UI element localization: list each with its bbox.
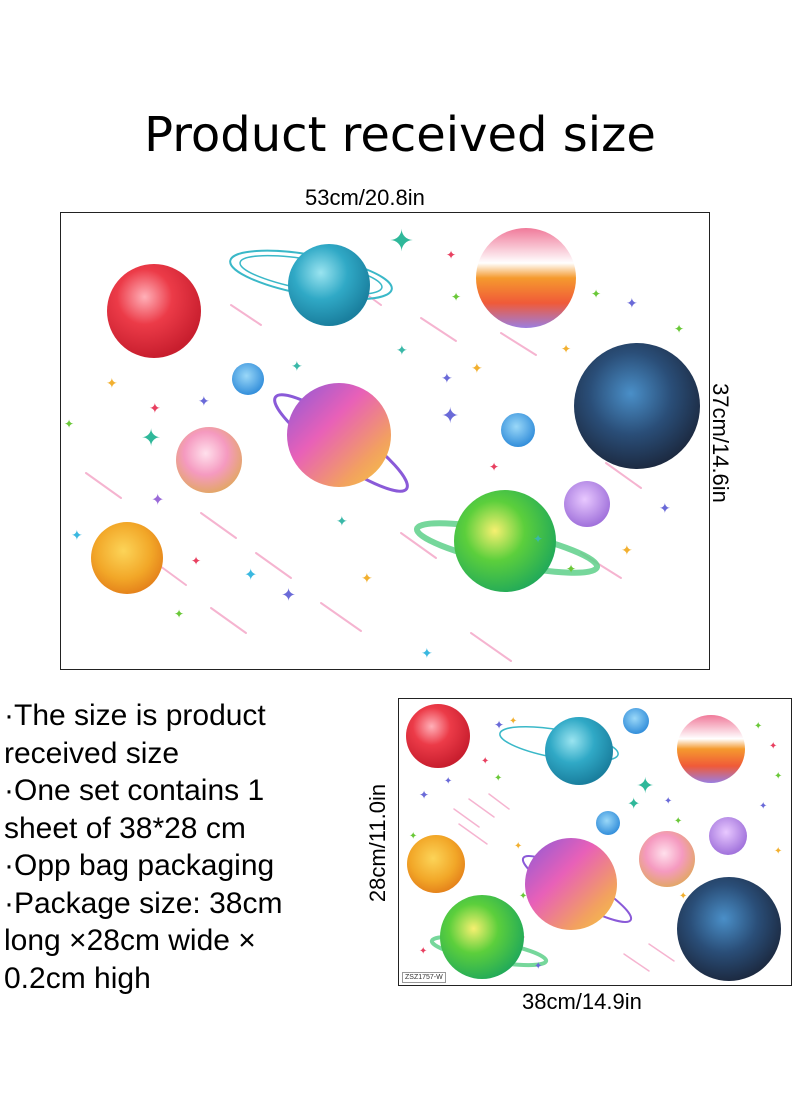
svg-text:✦: ✦ — [149, 401, 161, 417]
description-line: ·One set contains 1 — [4, 774, 265, 807]
svg-text:✦: ✦ — [591, 287, 601, 301]
yellow-planet — [91, 522, 163, 594]
page-title: Product received size — [144, 107, 656, 163]
svg-text:✦: ✦ — [441, 371, 453, 387]
svg-text:✦: ✦ — [514, 841, 522, 852]
svg-text:✦: ✦ — [636, 774, 654, 799]
cyan-ringed-planet — [288, 244, 370, 326]
small-planets-illustration: ✦ ✦ ✦ ✦ ✦ ✦ ✦ ✦ ✦ ✦ ✦ ✦ ✦ ✦ ✦ ✦ ✦ ✦ ✦ ✦ … — [406, 704, 782, 981]
svg-text:✦: ✦ — [106, 376, 118, 392]
svg-text:✦: ✦ — [291, 359, 303, 375]
small-blue-planet — [232, 363, 264, 395]
stars: ✦ ✦ ✦ ✦ ✦ ✦ ✦ ✦ ✦ ✦ ✦ ✦ ✦ ✦ ✦ ✦ ✦ ✦ ✦ ✦ … — [64, 224, 684, 662]
small-height-label: 28cm/11.0in — [365, 783, 390, 903]
lavender-planet — [564, 481, 610, 527]
description-line: ·The size is product — [4, 699, 266, 732]
svg-text:✦: ✦ — [244, 565, 257, 584]
svg-text:✦: ✦ — [446, 248, 456, 262]
description-line: received size — [4, 736, 180, 770]
small-blue-planet-2 — [501, 413, 535, 447]
svg-text:✦: ✦ — [471, 361, 483, 377]
svg-text:✦: ✦ — [674, 322, 684, 336]
svg-text:✦: ✦ — [659, 501, 671, 517]
description-line: ·Opp bag packaging — [4, 849, 275, 882]
svg-text:✦: ✦ — [533, 532, 543, 546]
svg-text:✦: ✦ — [566, 562, 576, 576]
description-line: 0.2cm high — [4, 961, 151, 995]
svg-text:✦: ✦ — [509, 716, 517, 727]
svg-text:✦: ✦ — [451, 290, 461, 304]
svg-text:✦: ✦ — [481, 756, 489, 767]
pink-planet — [176, 427, 242, 493]
svg-text:✦: ✦ — [336, 514, 348, 530]
svg-text:✦: ✦ — [151, 490, 164, 509]
large-planets-illustration: ✦ ✦ ✦ ✦ ✦ ✦ ✦ ✦ ✦ ✦ ✦ ✦ ✦ ✦ ✦ ✦ ✦ ✦ ✦ ✦ … — [64, 224, 700, 662]
svg-text:✦: ✦ — [191, 554, 201, 568]
green-ringed-planet — [454, 490, 556, 592]
small-width-label: 38cm/14.9in — [522, 989, 642, 1014]
orange-striped-planet — [476, 228, 576, 328]
svg-text:✦: ✦ — [409, 831, 417, 842]
svg-text:✦: ✦ — [174, 607, 184, 621]
svg-text:✦: ✦ — [627, 794, 640, 813]
svg-text:✦: ✦ — [769, 741, 777, 752]
svg-text:✦: ✦ — [141, 424, 161, 452]
svg-text:✦: ✦ — [421, 646, 433, 662]
svg-text:✦: ✦ — [626, 296, 638, 312]
svg-text:✦: ✦ — [419, 946, 427, 957]
small-sticker-preview: ✦ ✦ ✦ ✦ ✦ ✦ ✦ ✦ ✦ ✦ ✦ ✦ ✦ ✦ ✦ ✦ ✦ ✦ ✦ ✦ … — [398, 698, 792, 986]
svg-text:✦: ✦ — [489, 460, 499, 474]
svg-text:✦: ✦ — [519, 891, 527, 902]
large-width-label: 53cm/20.8in — [305, 185, 425, 210]
svg-text:✦: ✦ — [621, 543, 633, 559]
product-code-label: ZSZ1757-W — [402, 972, 446, 983]
svg-text:✦: ✦ — [774, 846, 782, 857]
description-line: sheet of 38*28 cm — [4, 811, 246, 845]
svg-text:✦: ✦ — [361, 571, 373, 587]
svg-text:✦: ✦ — [444, 776, 452, 787]
svg-text:✦: ✦ — [389, 224, 414, 259]
svg-text:✦: ✦ — [561, 342, 571, 356]
description-line: ·Package size: 38cm — [4, 886, 283, 920]
svg-text:✦: ✦ — [441, 404, 459, 429]
description-line: long ×28cm wide × — [4, 924, 256, 957]
large-pink-purple-planet — [287, 383, 391, 487]
navy-planet — [574, 343, 700, 469]
svg-text:✦: ✦ — [679, 891, 687, 902]
svg-text:✦: ✦ — [396, 343, 408, 359]
svg-text:✦: ✦ — [494, 718, 504, 732]
svg-text:✦: ✦ — [494, 773, 502, 784]
red-planet — [107, 264, 201, 358]
svg-text:✦: ✦ — [759, 801, 767, 812]
svg-text:✦: ✦ — [198, 394, 210, 410]
svg-text:✦: ✦ — [71, 528, 83, 544]
svg-text:✦: ✦ — [754, 721, 762, 732]
svg-text:✦: ✦ — [674, 816, 682, 827]
svg-text:✦: ✦ — [64, 417, 74, 431]
large-sticker-preview: ✦ ✦ ✦ ✦ ✦ ✦ ✦ ✦ ✦ ✦ ✦ ✦ ✦ ✦ ✦ ✦ ✦ ✦ ✦ ✦ … — [60, 212, 710, 670]
svg-text:✦: ✦ — [281, 585, 296, 606]
svg-text:✦: ✦ — [419, 788, 429, 802]
product-description: ·The size is product received size ·One … — [4, 697, 334, 997]
svg-text:✦: ✦ — [664, 796, 672, 807]
svg-text:✦: ✦ — [534, 961, 542, 972]
svg-text:✦: ✦ — [774, 771, 782, 782]
